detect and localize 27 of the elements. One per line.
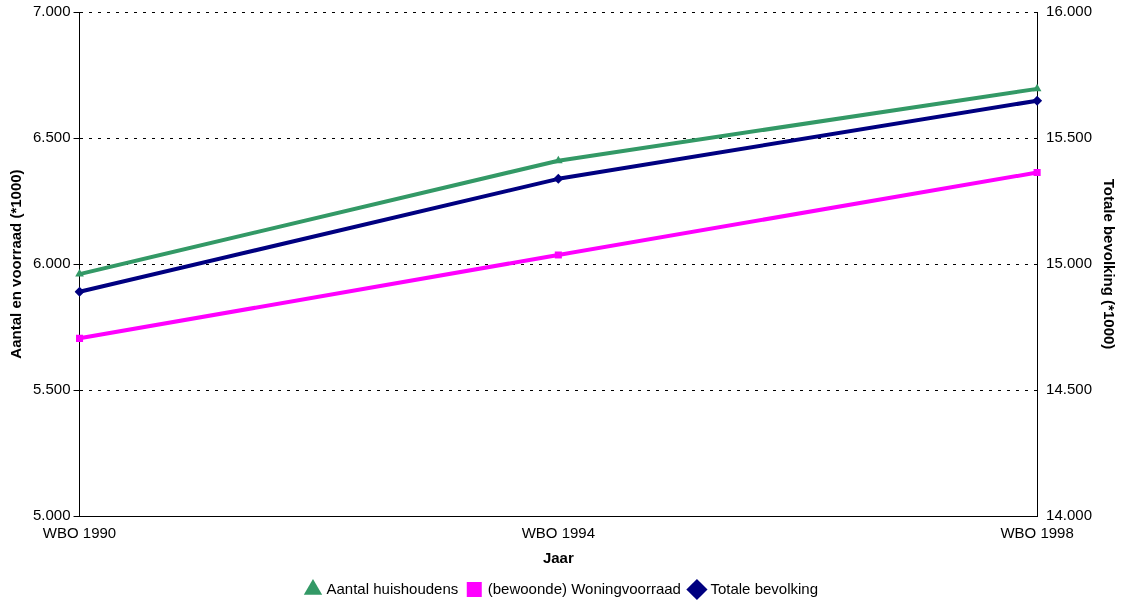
point [74, 286, 85, 297]
y-tick-label: 7.000 [32, 2, 71, 20]
point [1033, 168, 1041, 177]
point [554, 251, 562, 259]
y-axis-title: Aantal en voorraad (*1000) [7, 169, 25, 359]
y-tick-label: 5.000 [32, 506, 71, 524]
y2-tick-label: 15.500 [1046, 128, 1093, 146]
y2-tick-label: 15.000 [1046, 254, 1093, 272]
point [75, 269, 84, 277]
point [1032, 83, 1042, 92]
x-axis-title: Jaar [542, 549, 574, 567]
x-tick-label: WBO 1990 [42, 524, 117, 542]
y2-tick-label: 14.000 [1046, 506, 1093, 524]
legend-label: (bewoonde) Woningvoorraad [487, 579, 681, 597]
x-tick-label: WBO 1998 [1000, 524, 1074, 542]
y2-axis-title: Totale bevolking (*1000) [1100, 178, 1118, 350]
point [554, 155, 563, 164]
x-tick-label: WBO 1994 [521, 524, 596, 542]
y2-tick-label: 16.000 [1046, 2, 1093, 20]
point [76, 334, 84, 342]
legend-label: Aantal huishoudens [326, 579, 459, 597]
y2-tick-label: 14.500 [1046, 380, 1093, 398]
y-tick-label: 6.500 [32, 128, 71, 146]
legend-label: Totale bevolking [710, 579, 819, 597]
y-tick-label: 5.500 [32, 380, 71, 398]
y-tick-label: 6.000 [32, 254, 71, 272]
point [1032, 95, 1043, 106]
